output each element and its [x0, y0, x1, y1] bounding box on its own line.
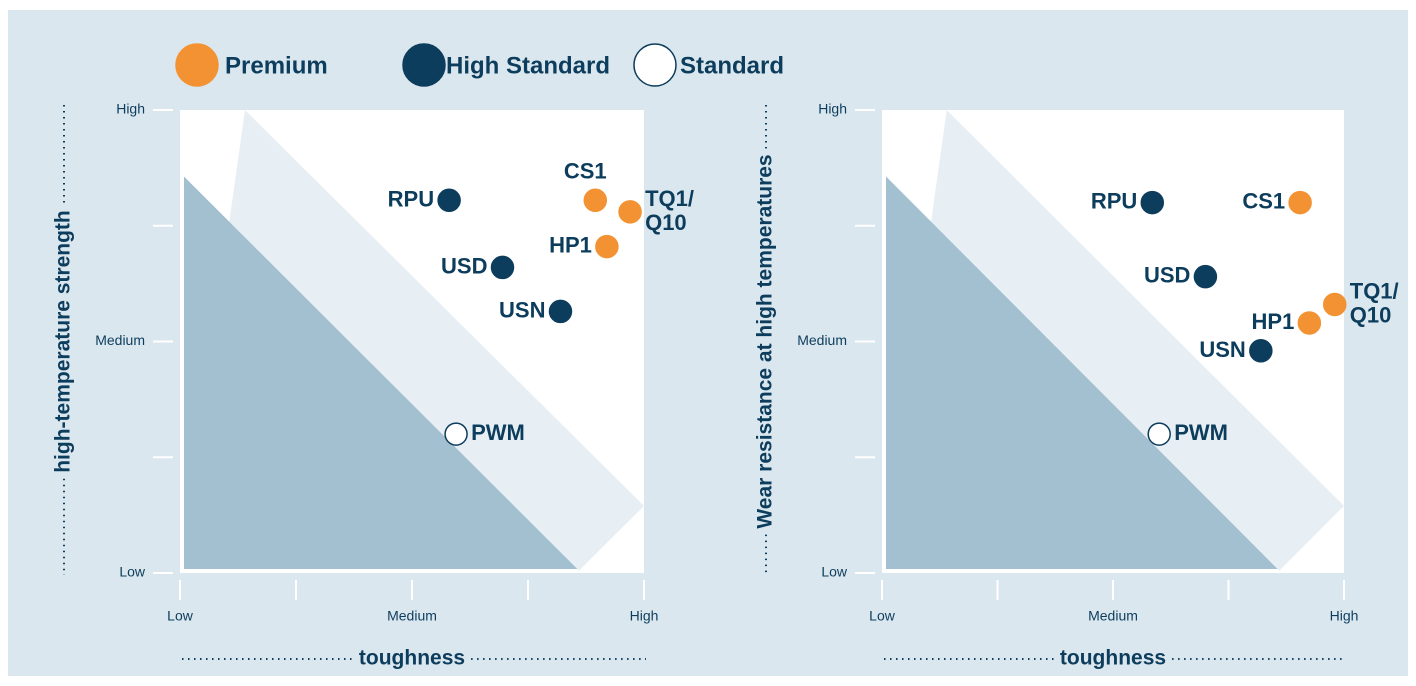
x-tick-label: Medium	[387, 608, 437, 624]
point	[490, 255, 515, 280]
band-edge	[946, 110, 1344, 506]
x-tick-label: Medium	[1088, 608, 1138, 624]
legend-label: Premium	[225, 52, 328, 79]
point-label-line: Q10	[1350, 302, 1392, 327]
point-label-line: TQ1/	[645, 186, 694, 211]
y-tick-label: High	[818, 101, 847, 117]
point	[583, 188, 608, 213]
point	[444, 422, 468, 446]
point-label: CS1	[564, 158, 607, 183]
y-tick-label: Medium	[95, 332, 145, 348]
point	[1193, 264, 1218, 289]
y-tick-label: Medium	[797, 332, 847, 348]
legend-label: Standard	[680, 52, 784, 79]
point-label-line: USN	[499, 297, 545, 322]
point-label: USN	[1199, 337, 1245, 362]
point-label-line: RPU	[1091, 188, 1137, 213]
point-label-line: Q10	[645, 210, 687, 235]
point-label: USD	[441, 253, 487, 278]
point	[1288, 190, 1312, 215]
legend-marker	[402, 43, 446, 87]
point-label: HP1	[549, 232, 592, 257]
point-label: USN	[499, 297, 545, 322]
point	[548, 299, 573, 324]
y-tick-label: Low	[821, 564, 848, 580]
low-zone	[886, 176, 1278, 569]
point-label-line: USN	[1199, 337, 1245, 362]
legend-marker	[633, 43, 677, 87]
point-label-line: CS1	[564, 158, 607, 183]
point-label-line: PWM	[1174, 420, 1228, 445]
point-label-line: HP1	[549, 232, 592, 257]
point-label: CS1	[1242, 188, 1285, 213]
x-tick-label: High	[1330, 608, 1359, 624]
point-label: RPU	[1091, 188, 1137, 213]
y-axis-title: high-temperature strength	[52, 210, 75, 473]
point-label-line: CS1	[1242, 188, 1285, 213]
point-label: USD	[1144, 262, 1190, 287]
point	[595, 234, 619, 259]
point	[1297, 311, 1322, 335]
point-label: HP1	[1252, 309, 1295, 334]
y-tick-label: Low	[119, 564, 146, 580]
point-label-line: USD	[1144, 262, 1190, 287]
point-label-line: PWM	[471, 420, 525, 445]
legend-marker	[175, 43, 219, 87]
x-axis-title: toughness	[359, 647, 465, 670]
point-label: PWM	[471, 420, 525, 445]
point	[1323, 292, 1347, 317]
x-tick-label: Low	[167, 608, 194, 624]
x-axis-title: toughness	[1060, 647, 1166, 670]
point	[1140, 190, 1165, 215]
point-label-line: RPU	[388, 186, 434, 211]
point-label-line: USD	[441, 253, 487, 278]
point-label-line: HP1	[1252, 309, 1295, 334]
point-label: RPU	[388, 186, 434, 211]
point-label: PWM	[1174, 420, 1228, 445]
point	[618, 200, 642, 224]
y-axis-title: Wear resistance at high temperatures	[754, 154, 777, 528]
x-tick-label: Low	[869, 608, 896, 624]
point	[437, 188, 461, 213]
band-edge	[244, 110, 644, 506]
point	[1249, 339, 1273, 363]
legend-label: High Standard	[446, 52, 610, 79]
point-label: TQ1/Q10	[645, 186, 694, 235]
low-zone	[184, 176, 578, 569]
x-tick-label: High	[630, 608, 659, 624]
point-label-line: TQ1/	[1350, 278, 1399, 303]
y-tick-label: High	[116, 101, 145, 117]
point	[1147, 422, 1171, 446]
point-label: TQ1/Q10	[1350, 278, 1399, 327]
